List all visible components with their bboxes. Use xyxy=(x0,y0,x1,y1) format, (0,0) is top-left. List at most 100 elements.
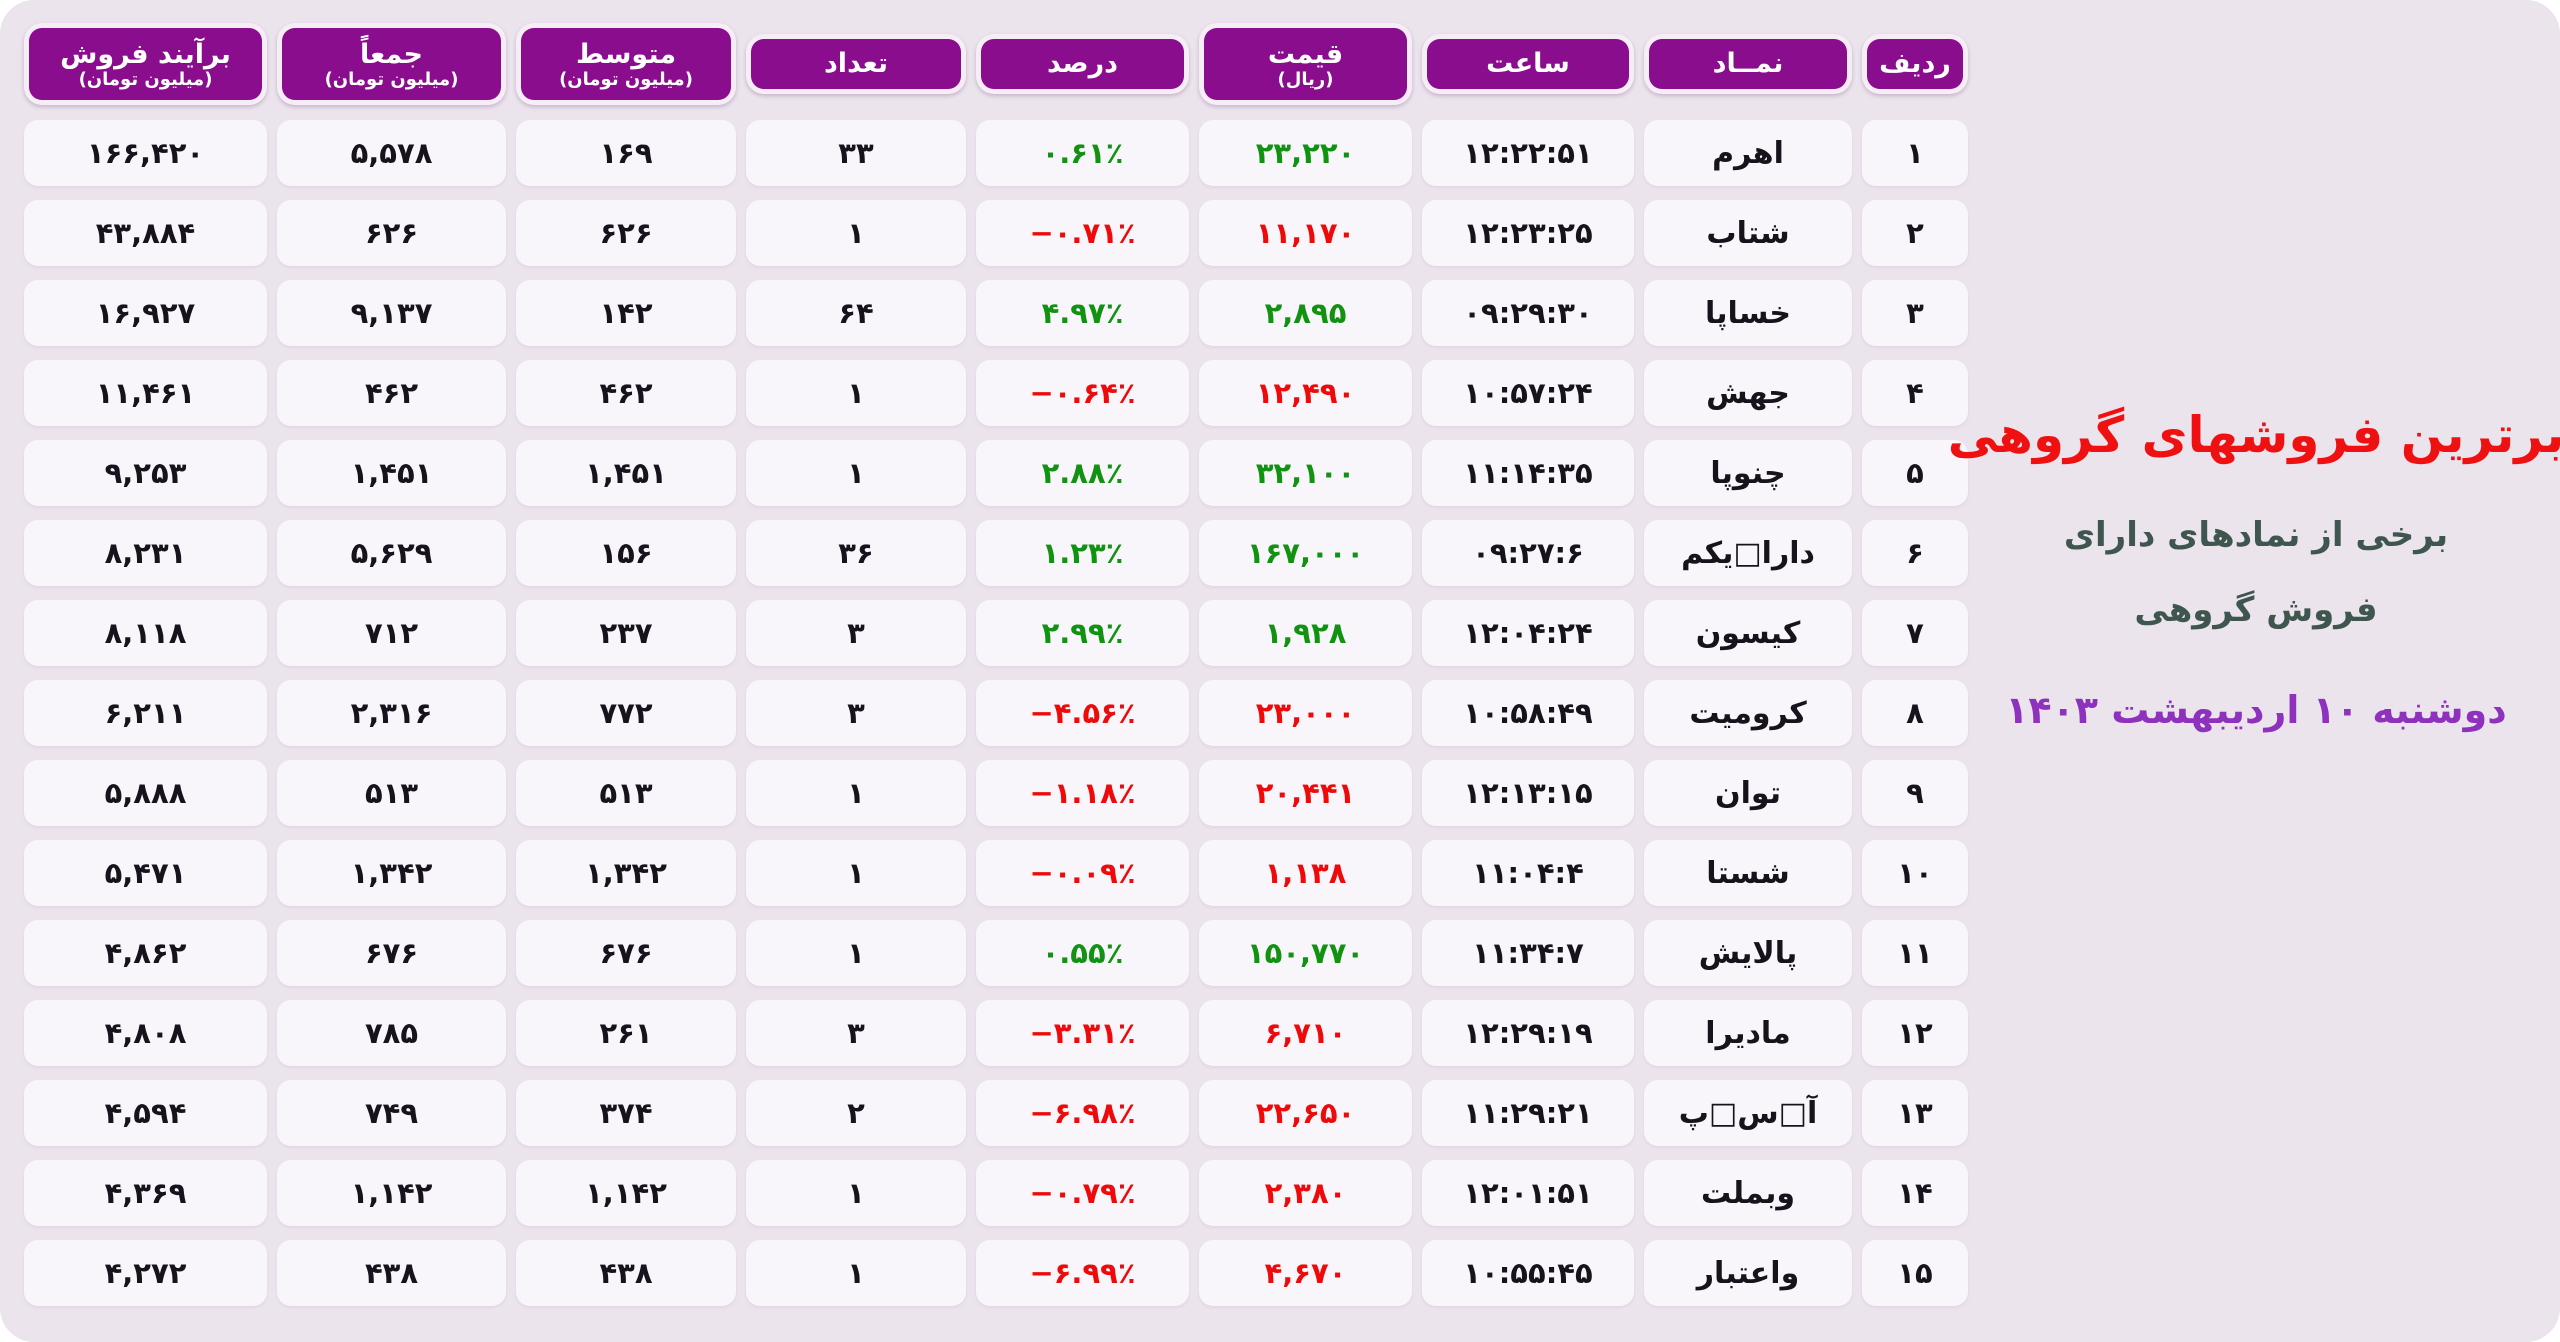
cell-count: ۳۶ xyxy=(746,520,966,586)
cell-count: ۱ xyxy=(746,840,966,906)
column-header-label: ردیف xyxy=(1879,48,1951,80)
cell-rank: ۱۲ xyxy=(1862,1000,1968,1066)
cell-symbol: چنوپا xyxy=(1644,440,1852,506)
cell-rank: ۱۱ xyxy=(1862,920,1968,986)
cell-symbol: شستا xyxy=(1644,840,1852,906)
column-header-sublabel: (میلیون تومان) xyxy=(78,68,213,90)
cell-net: ۱۶۶,۴۲۰ xyxy=(24,120,267,186)
subtitle-line-2: فروش گروهی xyxy=(2134,590,2378,630)
cell-total: ۵۱۳ xyxy=(277,760,506,826)
cell-count: ۱ xyxy=(746,760,966,826)
cell-percent: −۶.۹۹٪ xyxy=(976,1240,1189,1306)
column-header-total: جمعاً (میلیون تومان) xyxy=(277,22,506,106)
cell-average: ۴۳۸ xyxy=(516,1240,736,1306)
cell-average: ۴۶۲ xyxy=(516,360,736,426)
cell-symbol: دارا□یکم xyxy=(1644,520,1852,586)
cell-rank: ۶ xyxy=(1862,520,1968,586)
cell-price: ۱۲,۴۹۰ xyxy=(1199,360,1412,426)
column-header-percent: درصد xyxy=(976,22,1189,106)
cell-rank: ۵ xyxy=(1862,440,1968,506)
cell-net: ۴۳,۸۸۴ xyxy=(24,200,267,266)
cell-net: ۴,۳۶۹ xyxy=(24,1160,267,1226)
cell-average: ۱۵۶ xyxy=(516,520,736,586)
cell-symbol: وبملت xyxy=(1644,1160,1852,1226)
cell-price: ۱۵۰,۷۷۰ xyxy=(1199,920,1412,986)
cell-total: ۹,۱۳۷ xyxy=(277,280,506,346)
cell-total: ۵,۵۷۸ xyxy=(277,120,506,186)
cell-count: ۱ xyxy=(746,1160,966,1226)
column-header-pill-total: جمعاً (میلیون تومان) xyxy=(277,23,506,105)
cell-net: ۱۶,۹۲۷ xyxy=(24,280,267,346)
column-header-label: درصد xyxy=(1046,48,1119,80)
cell-percent: −۱.۱۸٪ xyxy=(976,760,1189,826)
cell-rank: ۹ xyxy=(1862,760,1968,826)
cell-average: ۱,۱۴۲ xyxy=(516,1160,736,1226)
cell-symbol: توان xyxy=(1644,760,1852,826)
cell-count: ۳ xyxy=(746,680,966,746)
cell-time: ۱۰:۵۷:۲۴ xyxy=(1422,360,1634,426)
cell-rank: ۱۵ xyxy=(1862,1240,1968,1306)
column-header-sublabel: (ریال) xyxy=(1277,68,1334,90)
cell-time: ۱۱:۳۴:۷ xyxy=(1422,920,1634,986)
cell-symbol: شتاب xyxy=(1644,200,1852,266)
column-header-count: تعداد xyxy=(746,22,966,106)
cell-total: ۱,۱۴۲ xyxy=(277,1160,506,1226)
cell-time: ۰۹:۲۷:۶ xyxy=(1422,520,1634,586)
cell-price: ۲۳,۲۲۰ xyxy=(1199,120,1412,186)
cell-total: ۶۷۶ xyxy=(277,920,506,986)
cell-percent: ۱.۲۳٪ xyxy=(976,520,1189,586)
cell-price: ۲,۸۹۵ xyxy=(1199,280,1412,346)
cell-net: ۸,۱۱۸ xyxy=(24,600,267,666)
cell-average: ۱,۴۵۱ xyxy=(516,440,736,506)
cell-average: ۶۷۶ xyxy=(516,920,736,986)
cell-time: ۱۰:۵۸:۴۹ xyxy=(1422,680,1634,746)
cell-symbol: پالایش xyxy=(1644,920,1852,986)
cell-symbol: کرومیت xyxy=(1644,680,1852,746)
cell-symbol: اهرم xyxy=(1644,120,1852,186)
cell-price: ۲۳,۰۰۰ xyxy=(1199,680,1412,746)
cell-net: ۹,۲۵۳ xyxy=(24,440,267,506)
cell-count: ۳ xyxy=(746,600,966,666)
cell-percent: ۲.۸۸٪ xyxy=(976,440,1189,506)
cell-price: ۶,۷۱۰ xyxy=(1199,1000,1412,1066)
column-header-pill-percent: درصد xyxy=(976,34,1189,94)
cell-percent: −۳.۳۱٪ xyxy=(976,1000,1189,1066)
cell-percent: ۲.۹۹٪ xyxy=(976,600,1189,666)
column-header-label: تعداد xyxy=(823,48,889,80)
cell-percent: −۰.۷۱٪ xyxy=(976,200,1189,266)
cell-total: ۴۳۸ xyxy=(277,1240,506,1306)
cell-total: ۵,۶۲۹ xyxy=(277,520,506,586)
cell-count: ۱ xyxy=(746,920,966,986)
cell-price: ۲۰,۴۴۱ xyxy=(1199,760,1412,826)
cell-average: ۵۱۳ xyxy=(516,760,736,826)
cell-average: ۲۶۱ xyxy=(516,1000,736,1066)
column-header-pill-symbol: نمــاد xyxy=(1644,34,1852,94)
cell-percent: −۰.۶۴٪ xyxy=(976,360,1189,426)
cell-price: ۱۱,۱۷۰ xyxy=(1199,200,1412,266)
cell-symbol: کیسون xyxy=(1644,600,1852,666)
column-header-pill-average: متوسط (میلیون تومان) xyxy=(516,23,736,105)
cell-net: ۶,۲۱۱ xyxy=(24,680,267,746)
cell-percent: ۴.۹۷٪ xyxy=(976,280,1189,346)
column-header-sublabel: (میلیون تومان) xyxy=(324,68,459,90)
cell-average: ۱,۳۴۲ xyxy=(516,840,736,906)
cell-total: ۱,۴۵۱ xyxy=(277,440,506,506)
cell-net: ۴,۸۰۸ xyxy=(24,1000,267,1066)
cell-symbol: مادیرا xyxy=(1644,1000,1852,1066)
column-header-price: قیمت (ریال) xyxy=(1199,22,1412,106)
cell-symbol: آ□س□پ xyxy=(1644,1080,1852,1146)
cell-count: ۱ xyxy=(746,1240,966,1306)
cell-count: ۳ xyxy=(746,1000,966,1066)
cell-time: ۰۹:۲۹:۳۰ xyxy=(1422,280,1634,346)
cell-time: ۱۲:۲۹:۱۹ xyxy=(1422,1000,1634,1066)
column-header-net: برآیند فروش (میلیون تومان) xyxy=(24,22,267,106)
cell-total: ۷۴۹ xyxy=(277,1080,506,1146)
cell-time: ۱۱:۲۹:۲۱ xyxy=(1422,1080,1634,1146)
column-header-symbol: نمــاد xyxy=(1644,22,1852,106)
cell-net: ۴,۸۶۲ xyxy=(24,920,267,986)
cell-count: ۱ xyxy=(746,440,966,506)
cell-price: ۱,۹۲۸ xyxy=(1199,600,1412,666)
cell-time: ۱۲:۲۲:۵۱ xyxy=(1422,120,1634,186)
cell-count: ۱ xyxy=(746,360,966,426)
cell-net: ۵,۸۸۸ xyxy=(24,760,267,826)
